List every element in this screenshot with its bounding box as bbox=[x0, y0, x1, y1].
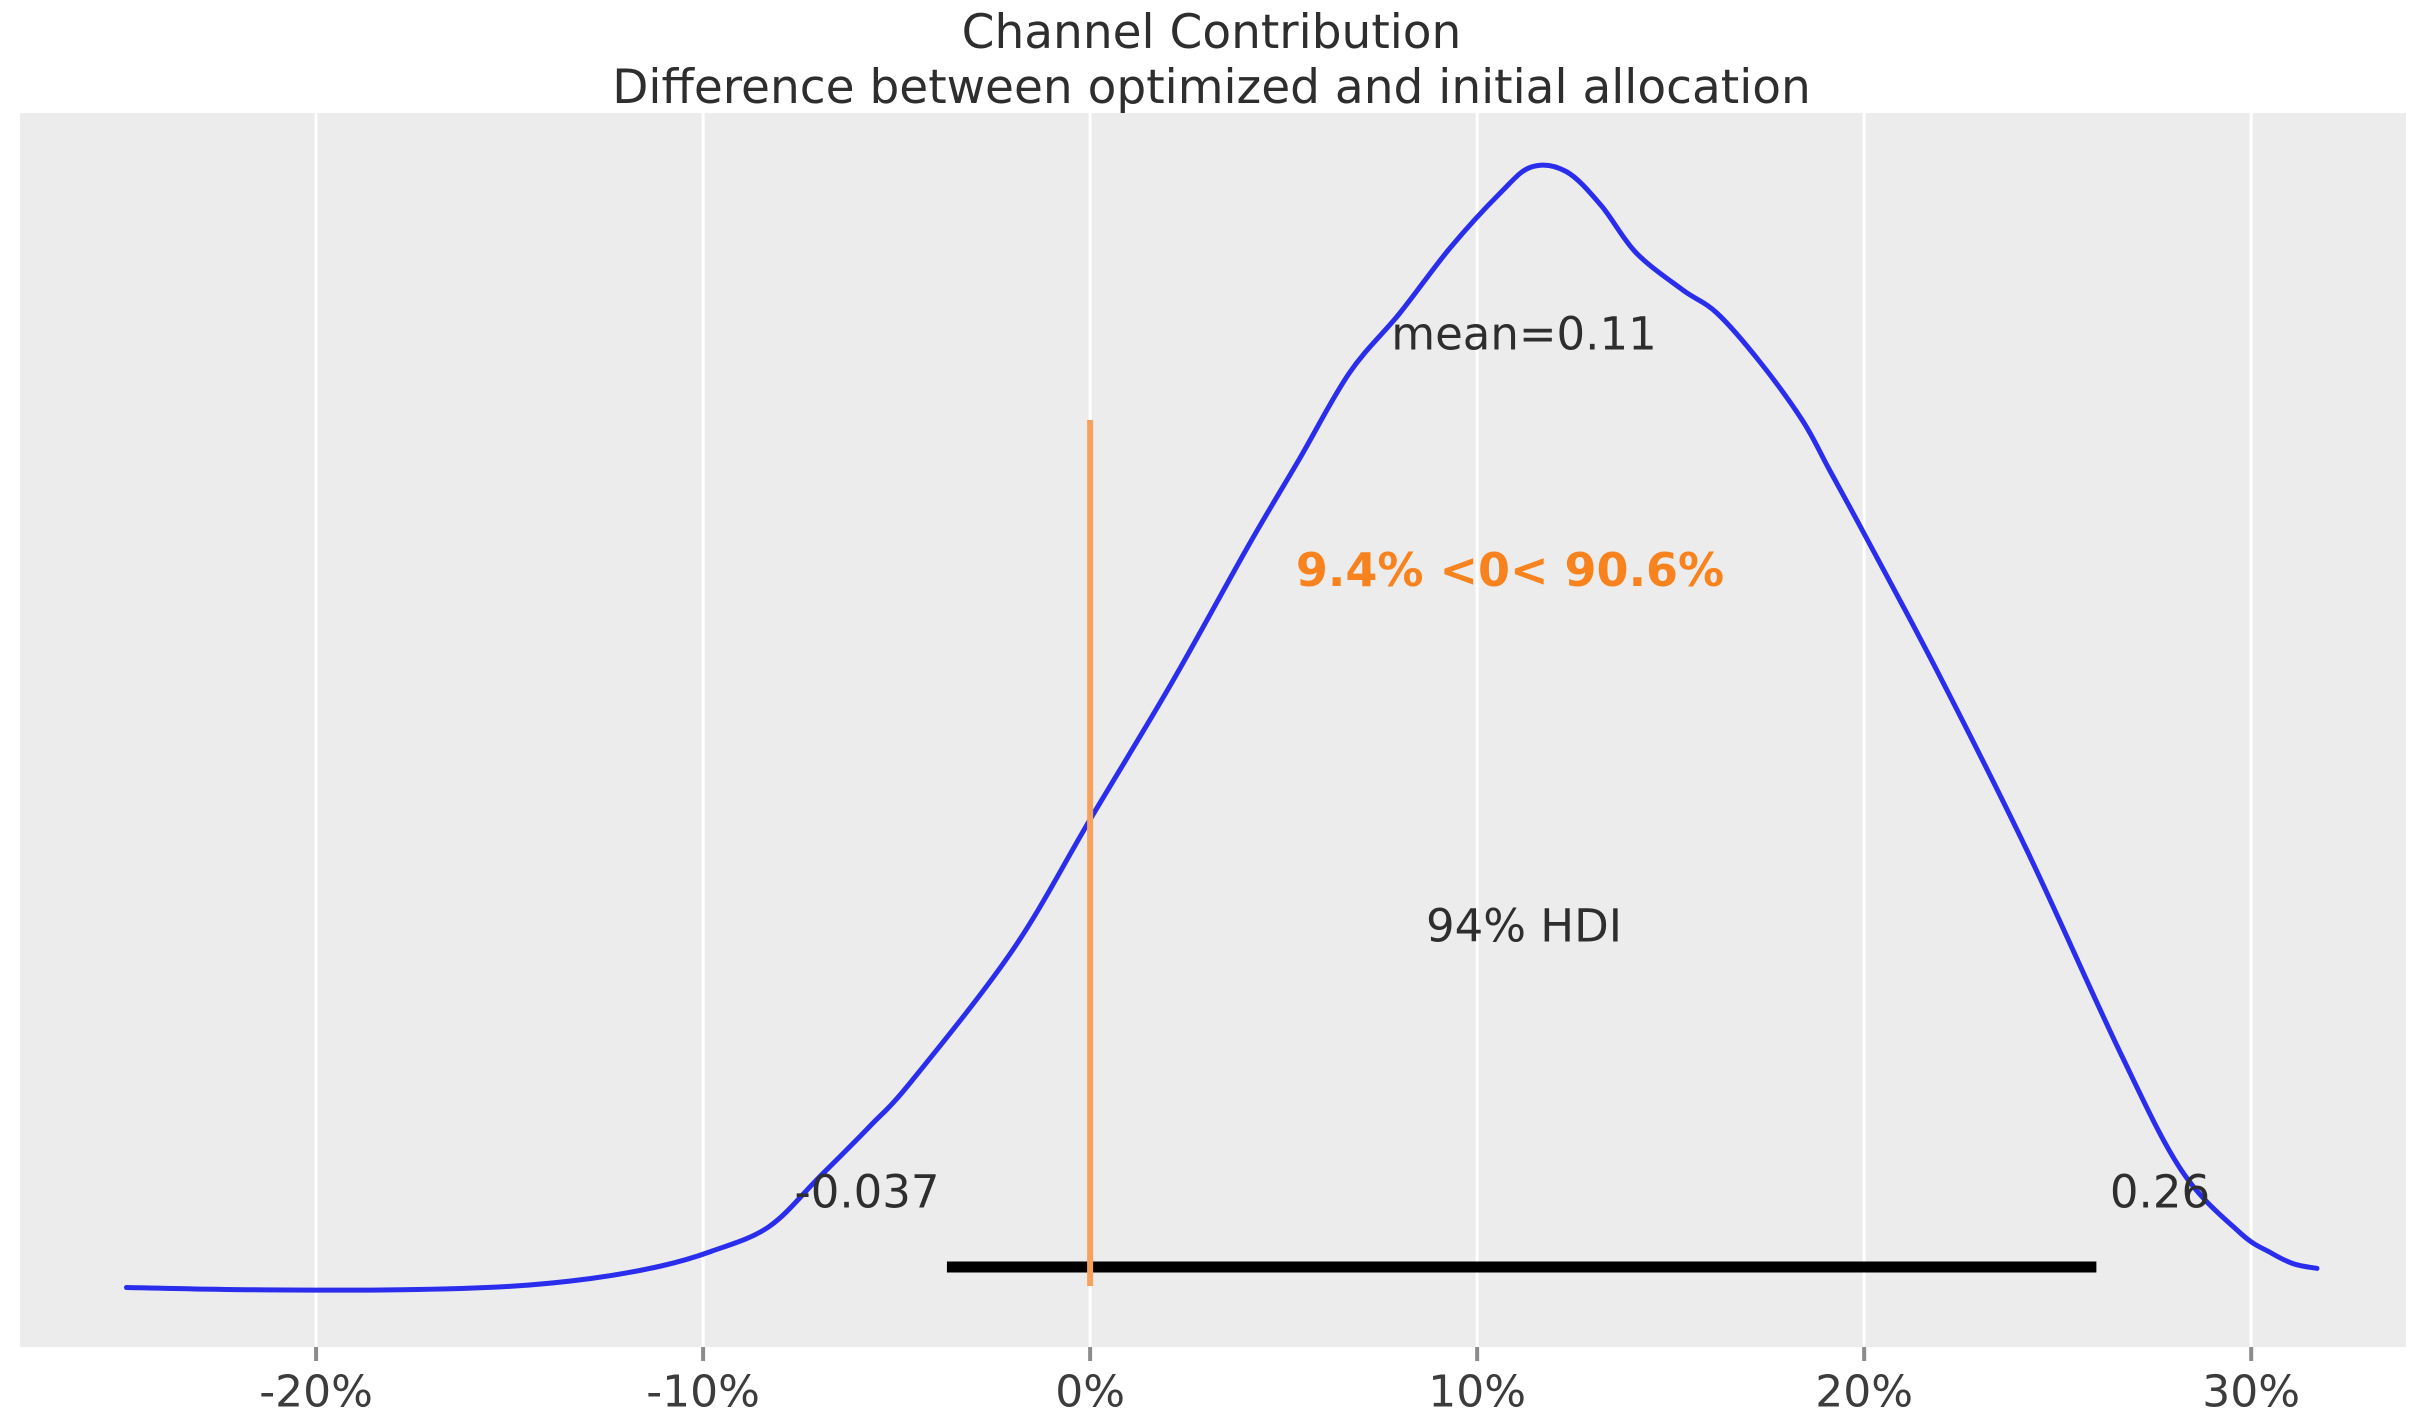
x-tick-label: 0% bbox=[1055, 1366, 1126, 1418]
x-tick-label: 20% bbox=[1815, 1366, 1914, 1418]
x-tick-label: 10% bbox=[1428, 1366, 1527, 1418]
x-tick-label: -20% bbox=[259, 1366, 373, 1418]
reference-split-label: 9.4% <0< 90.6% bbox=[1295, 543, 1725, 597]
hdi-upper-bound-label: 0.26 bbox=[2109, 1165, 2211, 1219]
chart-title-line1: Channel Contribution bbox=[961, 5, 1462, 60]
mean-label: mean=0.11 bbox=[1391, 307, 1657, 361]
x-tick-label: -10% bbox=[646, 1366, 760, 1418]
hdi-probability-label: 94% HDI bbox=[1425, 899, 1623, 953]
chart-title: Channel Contribution Difference between … bbox=[0, 5, 2423, 115]
x-tick-label: 30% bbox=[2202, 1366, 2301, 1418]
kde-curve bbox=[123, 162, 2320, 1293]
chart-title-line2: Difference between optimized and initial… bbox=[612, 59, 1811, 115]
hdi-lower-bound-label: -0.037 bbox=[794, 1165, 940, 1219]
plot-background bbox=[20, 113, 2406, 1347]
